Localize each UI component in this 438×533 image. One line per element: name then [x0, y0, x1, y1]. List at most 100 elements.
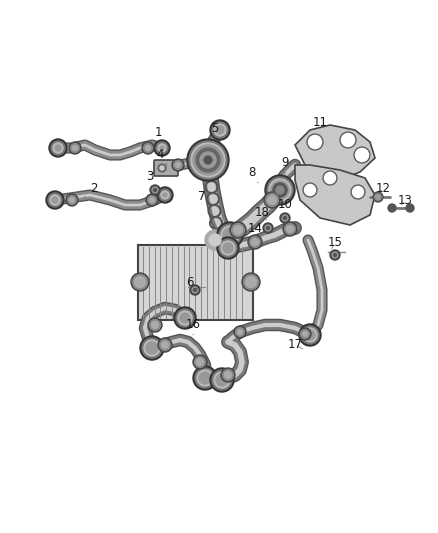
Circle shape — [158, 164, 166, 172]
Circle shape — [163, 193, 167, 197]
Text: 6: 6 — [186, 277, 198, 289]
Circle shape — [145, 146, 151, 150]
Circle shape — [191, 143, 225, 177]
Circle shape — [267, 177, 293, 203]
Text: 3: 3 — [146, 171, 158, 188]
Circle shape — [158, 338, 172, 352]
Text: 18: 18 — [254, 206, 269, 220]
Circle shape — [219, 224, 241, 246]
Circle shape — [299, 328, 311, 340]
Polygon shape — [295, 125, 375, 180]
Circle shape — [157, 187, 173, 203]
Circle shape — [263, 223, 273, 233]
Circle shape — [332, 252, 338, 258]
Circle shape — [152, 187, 158, 193]
Circle shape — [307, 134, 323, 150]
Circle shape — [131, 273, 149, 291]
Text: 11: 11 — [312, 116, 328, 134]
Text: 2: 2 — [84, 182, 98, 198]
Circle shape — [210, 120, 230, 140]
Circle shape — [174, 307, 196, 329]
Circle shape — [223, 369, 233, 381]
Circle shape — [265, 225, 271, 231]
Circle shape — [280, 213, 290, 223]
Circle shape — [158, 144, 166, 152]
Circle shape — [230, 222, 246, 238]
Circle shape — [303, 328, 317, 342]
Circle shape — [71, 143, 80, 152]
Circle shape — [55, 145, 61, 151]
Circle shape — [373, 192, 383, 202]
Circle shape — [196, 148, 220, 172]
Circle shape — [162, 342, 169, 349]
Circle shape — [194, 357, 205, 367]
Circle shape — [172, 159, 184, 171]
Text: 8: 8 — [248, 166, 258, 183]
Circle shape — [388, 204, 396, 212]
Circle shape — [180, 313, 190, 323]
Circle shape — [173, 160, 183, 169]
Circle shape — [242, 273, 260, 291]
Circle shape — [46, 191, 64, 209]
Circle shape — [248, 235, 262, 249]
Circle shape — [69, 142, 81, 154]
Circle shape — [140, 336, 164, 360]
Circle shape — [178, 311, 192, 325]
Circle shape — [199, 372, 211, 384]
Circle shape — [351, 185, 365, 199]
Circle shape — [156, 142, 168, 154]
Circle shape — [51, 141, 65, 155]
Circle shape — [286, 225, 293, 232]
Circle shape — [214, 124, 226, 136]
Circle shape — [268, 196, 276, 205]
Circle shape — [193, 145, 223, 175]
Circle shape — [159, 189, 171, 201]
Circle shape — [160, 146, 164, 150]
Circle shape — [214, 372, 230, 388]
Circle shape — [216, 374, 228, 386]
Circle shape — [193, 366, 217, 390]
Text: 10: 10 — [278, 198, 293, 215]
Text: 16: 16 — [186, 319, 201, 335]
Circle shape — [205, 230, 225, 250]
Circle shape — [210, 368, 234, 392]
Text: 17: 17 — [287, 338, 303, 351]
Text: 5: 5 — [210, 122, 219, 140]
Text: 13: 13 — [398, 193, 413, 206]
FancyBboxPatch shape — [138, 245, 253, 320]
Circle shape — [340, 132, 356, 148]
Circle shape — [148, 196, 156, 205]
Circle shape — [285, 223, 296, 235]
Circle shape — [323, 171, 337, 185]
Circle shape — [187, 139, 229, 181]
Circle shape — [204, 156, 212, 164]
Circle shape — [212, 370, 232, 390]
Circle shape — [271, 181, 289, 199]
Circle shape — [406, 204, 414, 212]
Circle shape — [221, 368, 235, 382]
Circle shape — [176, 163, 180, 167]
Circle shape — [144, 340, 160, 356]
Circle shape — [237, 329, 243, 335]
Circle shape — [152, 321, 159, 328]
Circle shape — [250, 237, 261, 247]
Circle shape — [190, 285, 200, 295]
Circle shape — [70, 198, 74, 203]
Circle shape — [216, 126, 224, 134]
Circle shape — [273, 183, 287, 197]
Circle shape — [160, 166, 164, 170]
Circle shape — [223, 243, 233, 253]
Circle shape — [276, 186, 284, 194]
Circle shape — [330, 250, 340, 260]
Circle shape — [150, 185, 160, 195]
Circle shape — [50, 195, 60, 205]
Circle shape — [73, 146, 78, 150]
Circle shape — [149, 319, 160, 330]
Circle shape — [146, 342, 158, 354]
Circle shape — [197, 359, 204, 366]
Circle shape — [333, 254, 336, 256]
Circle shape — [244, 274, 258, 289]
Circle shape — [282, 215, 288, 221]
Circle shape — [375, 194, 381, 200]
Text: 14: 14 — [247, 222, 262, 238]
